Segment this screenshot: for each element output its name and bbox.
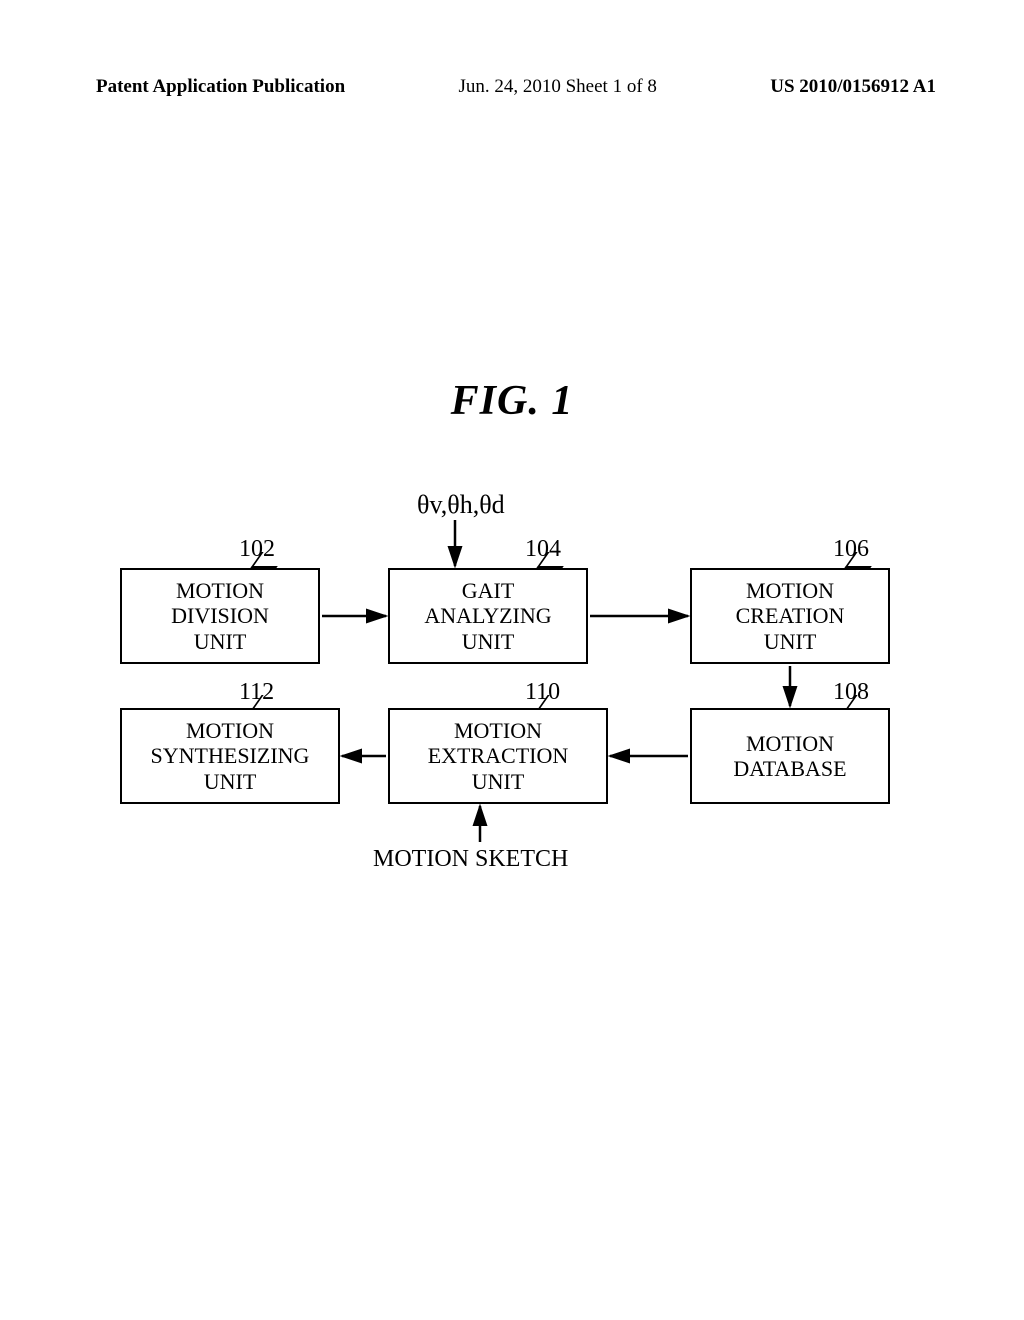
figure-title: FIG. 1 <box>0 377 1024 425</box>
motion-creation-unit-box: MOTION CREATION UNIT <box>690 568 890 664</box>
header-right: US 2010/0156912 A1 <box>770 76 936 98</box>
motion-database-box: MOTION DATABASE <box>690 708 890 804</box>
motion-sketch-label: MOTION SKETCH <box>373 846 568 873</box>
block-diagram: θv,θh,θd 102 104 106 112 110 108 MOTION … <box>120 490 920 850</box>
motion-extraction-unit-box: MOTION EXTRACTION UNIT <box>388 708 608 804</box>
patent-header: Patent Application Publication Jun. 24, … <box>0 76 1024 98</box>
motion-synthesizing-unit-box: MOTION SYNTHESIZING UNIT <box>120 708 340 804</box>
header-center: Jun. 24, 2010 Sheet 1 of 8 <box>458 76 656 98</box>
input-parameters-label: θv,θh,θd <box>417 490 505 520</box>
header-left: Patent Application Publication <box>96 76 345 98</box>
motion-division-unit-box: MOTION DIVISION UNIT <box>120 568 320 664</box>
gait-analyzing-unit-box: GAIT ANALYZING UNIT <box>388 568 588 664</box>
